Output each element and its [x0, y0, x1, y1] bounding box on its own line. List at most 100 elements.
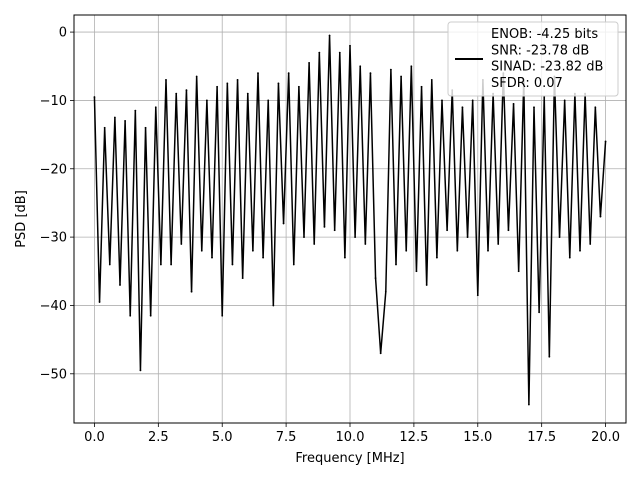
psd-point [251, 249, 254, 252]
psd-point [425, 284, 428, 286]
psd-point [538, 311, 541, 314]
psd-point [471, 99, 474, 102]
legend-entry-snr: SNR: -23.78 dB [491, 43, 589, 58]
x-tick-label: 17.5 [527, 430, 556, 445]
psd-point [349, 44, 351, 47]
psd-point [211, 256, 213, 259]
psd-point [318, 51, 321, 54]
psd-point [466, 236, 469, 239]
psd-point [165, 79, 167, 81]
psd-point [384, 290, 387, 293]
psd-point [343, 256, 346, 259]
psd-point [308, 61, 311, 64]
psd-point [395, 263, 397, 266]
psd-point [323, 225, 326, 228]
psd-point [517, 270, 520, 273]
psd-point [272, 304, 275, 307]
psd-point [374, 277, 377, 280]
psd-point [200, 249, 203, 252]
psd-point [313, 243, 316, 245]
psd-point [441, 99, 443, 102]
psd-point [604, 140, 607, 143]
psd-point [292, 263, 295, 266]
psd-point [129, 314, 132, 317]
y-axis-ticks: 0 −10 −20 −30 −40 −50 [40, 26, 74, 382]
psd-point [533, 106, 535, 109]
psd-point [354, 236, 357, 239]
psd-point [226, 82, 229, 85]
legend-entry-enob: ENOB: -4.25 bits [491, 27, 598, 42]
psd-point [527, 403, 530, 406]
psd-point [282, 222, 285, 225]
psd-point [257, 72, 259, 74]
y-tick-label: 0 [59, 26, 67, 41]
psd-point [134, 109, 137, 112]
psd-point [512, 102, 515, 105]
psd-point [389, 68, 392, 71]
psd-point [563, 99, 566, 102]
psd-point [415, 270, 418, 273]
psd-point [507, 229, 510, 232]
psd-point [400, 75, 403, 78]
psd-point [180, 243, 183, 245]
x-tick-label: 5.0 [212, 430, 233, 445]
y-tick-label: −30 [40, 231, 67, 246]
psd-point [558, 236, 561, 239]
psd-point [338, 51, 341, 54]
y-tick-label: −10 [40, 94, 67, 109]
y-tick-label: −40 [40, 299, 67, 314]
x-tick-label: 0.0 [84, 430, 105, 445]
series-psd [93, 34, 607, 406]
psd-point [410, 65, 413, 68]
legend-entry-sfdr: SFDR: 0.07 [491, 76, 563, 91]
psd-point [430, 79, 433, 81]
x-tick-label: 7.5 [276, 430, 297, 445]
psd-point [98, 301, 101, 303]
psd-point [364, 243, 367, 245]
psd-point [487, 249, 489, 252]
psd-point [108, 263, 111, 266]
psd-point [144, 126, 147, 129]
psd-point [113, 116, 116, 119]
psd-point [379, 352, 382, 355]
psd-point [287, 72, 290, 74]
psd-point [185, 89, 188, 92]
psd-point [435, 256, 438, 259]
psd-point [405, 249, 408, 252]
x-tick-label: 15.0 [463, 430, 492, 445]
psd-point [195, 75, 198, 78]
psd-point [297, 85, 300, 88]
psd-point [154, 106, 157, 109]
psd-point [241, 277, 244, 280]
psd-point [461, 106, 464, 109]
psd-point [333, 229, 336, 232]
psd-point [369, 72, 372, 74]
psd-point [548, 355, 551, 358]
psd-point [579, 249, 581, 252]
psd-point [216, 85, 219, 88]
psd-point [476, 294, 479, 297]
psd-point [497, 243, 500, 245]
psd-point [568, 256, 571, 259]
psd-point [205, 99, 208, 102]
psd-point [221, 314, 224, 317]
psd-point [446, 229, 449, 232]
x-tick-label: 10.0 [336, 430, 365, 445]
y-tick-label: −20 [40, 162, 67, 177]
x-axis-ticks: 0.0 2.5 5.0 7.5 10.0 12.5 15.0 17.5 20.0 [84, 423, 620, 445]
psd-point [543, 96, 546, 98]
psd-point [267, 99, 270, 102]
psd-point [170, 263, 173, 266]
legend-box [447, 21, 619, 97]
psd-point [190, 290, 193, 293]
psd-point [236, 79, 239, 81]
legend: ENOB: -4.25 bits SNR: -23.78 dB SINAD: -… [447, 21, 619, 97]
psd-point [119, 284, 121, 286]
psd-point [589, 243, 592, 245]
psd-point [159, 263, 162, 266]
x-axis-label: Frequency [MHz] [295, 451, 404, 466]
psd-point [328, 34, 331, 37]
psd-point [303, 236, 305, 239]
psd-point [149, 314, 152, 317]
